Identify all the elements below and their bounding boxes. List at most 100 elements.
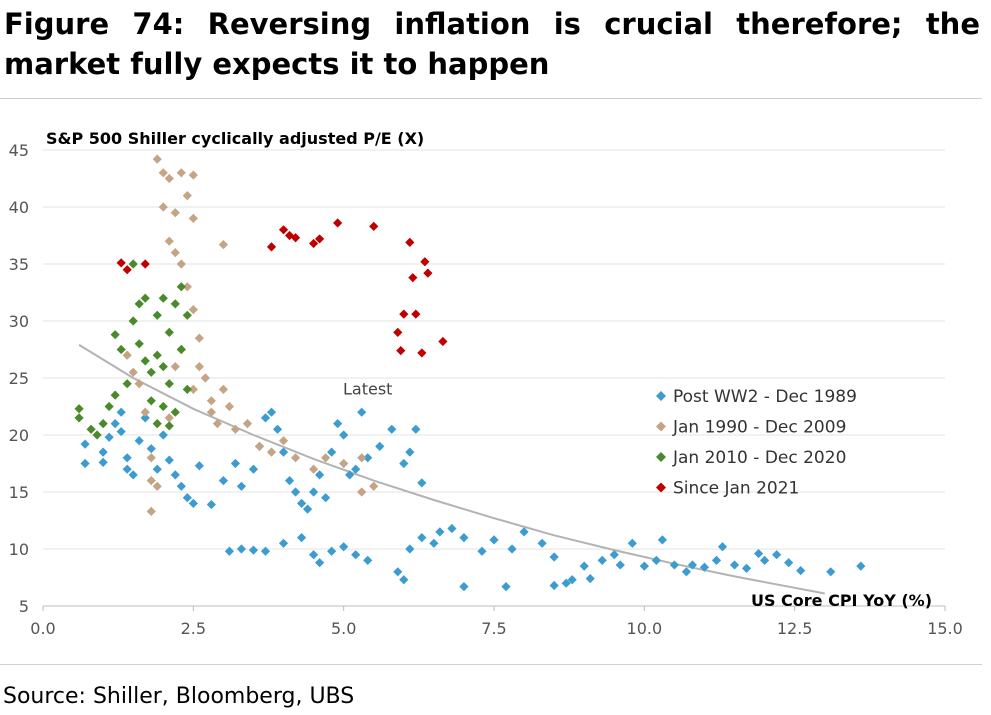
data-point: [104, 432, 114, 442]
data-point: [170, 248, 180, 258]
legend-marker: [656, 452, 666, 462]
data-point: [309, 238, 319, 249]
data-point: [110, 419, 120, 429]
data-point: [687, 560, 698, 570]
data-point: [164, 379, 174, 389]
data-point: [110, 390, 120, 400]
data-point: [122, 379, 132, 389]
data-point: [146, 476, 156, 486]
series-0: [80, 407, 866, 592]
data-point: [122, 265, 132, 275]
data-point: [134, 299, 144, 309]
x-tick-label: 7.5: [481, 619, 506, 638]
data-point: [158, 401, 168, 412]
series-1: [122, 154, 379, 516]
y-axis-label: S&P 500 Shiller cyclically adjusted P/E …: [46, 129, 424, 148]
data-point: [393, 327, 403, 337]
data-point: [435, 527, 445, 537]
data-point: [579, 561, 589, 571]
data-point: [741, 563, 752, 573]
data-point: [615, 560, 625, 570]
data-point: [309, 550, 319, 560]
data-point: [194, 333, 204, 343]
data-point: [278, 436, 289, 446]
data-point: [429, 538, 439, 548]
y-tick-label: 15: [9, 483, 29, 502]
data-point: [309, 487, 319, 497]
data-point: [122, 464, 132, 474]
data-point: [327, 447, 337, 457]
y-tick-label: 30: [9, 312, 29, 331]
top-divider: [0, 98, 982, 99]
data-point: [417, 533, 427, 543]
data-point: [729, 560, 740, 570]
data-point: [230, 424, 241, 434]
data-point: [447, 523, 457, 534]
data-point: [164, 327, 174, 337]
data-point: [140, 293, 150, 303]
data-point: [236, 481, 247, 491]
y-tick-label: 10: [9, 540, 29, 559]
data-point: [152, 481, 162, 491]
data-point: [278, 447, 289, 457]
axes: 5 10 15 20 25 30 35 40 45 0.0 2.5 5.0 7.5 10.0 12.5 15.…: [9, 141, 963, 638]
data-point: [140, 259, 150, 269]
data-point: [826, 567, 836, 577]
data-point: [609, 550, 619, 560]
data-point: [333, 419, 343, 429]
figure-title: Figure 74: Reversing inflation is crucia…: [4, 7, 980, 81]
data-point: [327, 546, 337, 556]
data-point: [549, 580, 559, 591]
trend-line: [78, 344, 825, 595]
y-tick-label: 5: [19, 597, 29, 616]
data-point: [170, 362, 180, 372]
data-point: [140, 356, 150, 366]
x-tick-label: 12.5: [777, 619, 813, 638]
data-point: [856, 561, 866, 571]
data-point: [218, 240, 228, 250]
data-point: [507, 544, 517, 554]
data-point: [784, 558, 794, 568]
data-point: [200, 373, 210, 383]
legend-marker: [656, 482, 666, 493]
data-point: [80, 439, 90, 449]
x-tick-label: 15.0: [927, 619, 963, 638]
data-point: [182, 493, 192, 503]
x-tick-label: 5.0: [331, 619, 356, 638]
data-point: [116, 258, 126, 268]
data-point: [188, 384, 198, 394]
data-point: [260, 546, 271, 556]
data-point: [266, 447, 277, 457]
data-point: [290, 453, 301, 463]
data-point: [597, 555, 607, 565]
data-point: [152, 350, 162, 360]
data-point: [302, 504, 313, 514]
data-point: [236, 544, 247, 554]
data-point: [182, 191, 192, 201]
data-point: [122, 453, 132, 463]
data-point: [212, 419, 222, 429]
data-point: [290, 487, 301, 497]
y-tick-label: 20: [9, 426, 29, 445]
grid-lines: [43, 149, 945, 550]
data-point: [567, 575, 577, 585]
data-point: [363, 453, 373, 463]
data-point: [242, 419, 253, 429]
data-point: [98, 447, 108, 457]
y-tick-label: 40: [9, 198, 29, 217]
data-point: [170, 470, 180, 480]
data-point: [423, 268, 433, 278]
data-point: [393, 567, 403, 577]
data-point: [92, 430, 102, 440]
data-point: [357, 407, 367, 417]
data-point: [158, 293, 168, 303]
data-point: [158, 168, 168, 178]
data-point: [753, 548, 764, 559]
data-point: [651, 555, 661, 565]
data-point: [345, 470, 355, 480]
data-point: [116, 344, 126, 355]
data-point: [182, 282, 192, 292]
data-point: [363, 555, 373, 565]
data-point: [194, 362, 204, 372]
data-point: [122, 350, 132, 360]
